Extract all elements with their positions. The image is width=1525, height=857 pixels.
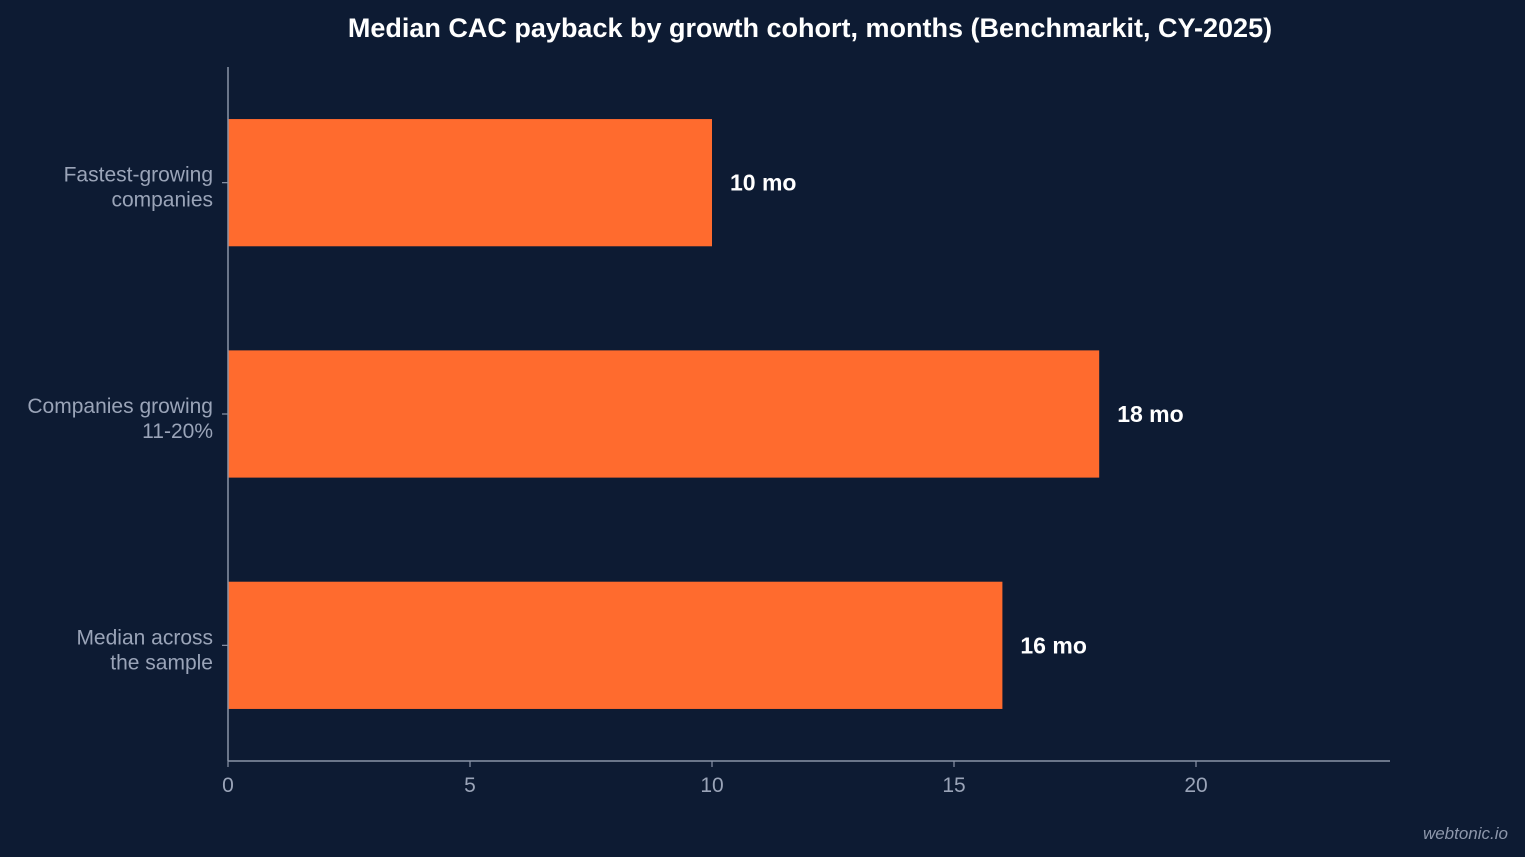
value-label: 16 mo [1020,632,1086,658]
x-tick-label: 0 [222,774,234,797]
chart-title: Median CAC payback by growth cohort, mon… [348,13,1272,43]
bars-layer: 10 mo 18 mo 16 mo [228,119,1184,709]
bar [228,581,1003,709]
category-label-line: the sample [110,651,213,674]
bar [228,119,712,247]
axes-layer: 0 5 10 15 20 Fastest-growing companies Companie… [27,67,1390,797]
x-tick-label: 10 [700,774,723,797]
value-label: 18 mo [1117,401,1183,427]
x-tick-label: 15 [942,774,965,797]
category-label-line: Fastest-growing [64,164,213,187]
category-label: Companies growing 11-20% [27,395,213,443]
category-label-line: companies [111,189,213,212]
bar [228,350,1100,478]
x-tick-label: 20 [1184,774,1207,797]
x-tick-label: 5 [464,774,476,797]
value-label: 10 mo [730,170,796,196]
watermark: webtonic.io [1423,824,1508,843]
category-label: Fastest-growing companies [64,164,213,212]
category-label-line: Companies growing [27,395,213,418]
category-label-line: Median across [76,626,213,649]
category-label-line: 11-20% [142,420,213,443]
category-label: Median across the sample [76,626,213,674]
